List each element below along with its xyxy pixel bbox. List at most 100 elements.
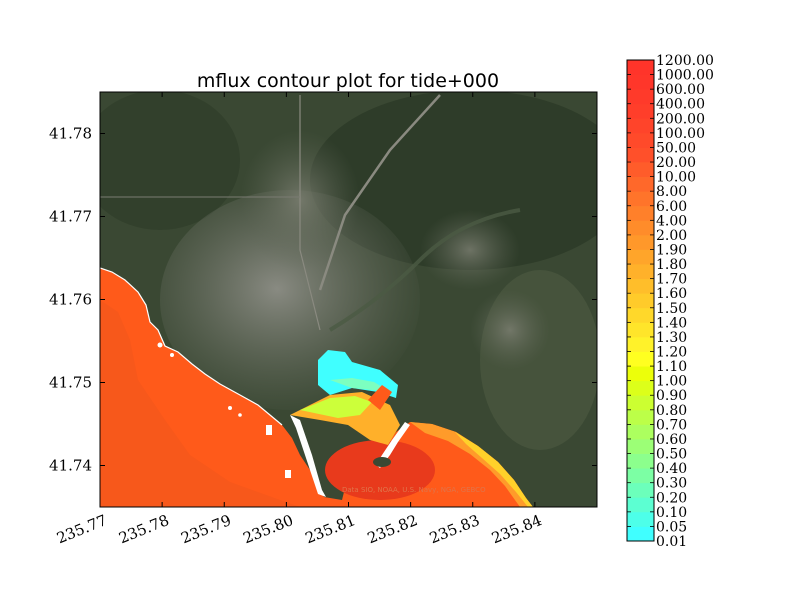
colorbar: 0.010.050.100.200.300.400.500.600.700.80… xyxy=(627,53,714,550)
urban-core xyxy=(160,190,420,410)
colorbar-band xyxy=(627,438,654,454)
colorbar-band xyxy=(627,60,654,75)
colorbar-label: 400.00 xyxy=(656,97,705,113)
colorbar-label: 600.00 xyxy=(656,82,705,98)
colorbar-band xyxy=(627,147,654,163)
colorbar-label: 1000.00 xyxy=(656,68,714,84)
colorbar-band xyxy=(627,132,654,148)
colorbar-label: 0.01 xyxy=(656,534,687,550)
colorbar-band xyxy=(627,380,654,396)
road xyxy=(299,95,321,331)
colorbar-label: 0.10 xyxy=(656,505,687,521)
colorbar-label: 1.40 xyxy=(656,315,687,331)
island xyxy=(373,457,391,467)
colorbar-label: 4.00 xyxy=(656,213,687,229)
colorbar-label: 0.30 xyxy=(656,476,687,492)
rock-outcrop xyxy=(157,342,163,348)
colorbar-band xyxy=(627,395,654,411)
colorbar-band xyxy=(627,118,654,134)
colorbar-label: 6.00 xyxy=(656,199,687,215)
y-axis: 41.74 41.75 41.76 41.77 41.78 xyxy=(49,125,597,475)
x-tick-label: 235.77 xyxy=(54,511,109,547)
map-credit: Data SIO, NOAA, U.S. Navy, NGA, GEBCO xyxy=(342,486,486,494)
colorbar-band xyxy=(627,482,654,498)
forest-dark-west xyxy=(100,92,240,230)
colorbar-band xyxy=(627,336,654,352)
x-tick-label: 235.81 xyxy=(303,511,358,547)
colorbar-band xyxy=(627,293,654,309)
colorbar-band xyxy=(627,322,654,338)
y-tick-label: 41.78 xyxy=(49,125,92,143)
colorbar-label: 0.50 xyxy=(656,447,687,463)
colorbar-label: 2.00 xyxy=(656,228,687,244)
harbor-cyan-mid xyxy=(330,378,390,392)
colorbar-label: 0.40 xyxy=(656,461,687,477)
colorbar-label: 0.60 xyxy=(656,432,687,448)
colorbar-band xyxy=(627,366,654,382)
jetty xyxy=(290,415,326,497)
colorbar-label: 50.00 xyxy=(656,140,696,156)
colorbar-label: 100.00 xyxy=(656,126,705,142)
urban-east xyxy=(470,290,550,370)
colorbar-label: 10.00 xyxy=(656,170,696,186)
y-tick-label: 41.76 xyxy=(49,291,92,309)
colorbar-label: 1.00 xyxy=(656,374,687,390)
colorbar-band xyxy=(627,264,654,280)
colorbar-label: 1.60 xyxy=(656,286,687,302)
colorbar-band xyxy=(627,278,654,294)
breakwater xyxy=(376,422,410,468)
shoreline-low xyxy=(455,432,533,507)
chart-title: mflux contour plot for tide+000 xyxy=(197,70,499,92)
shoreline-gradient xyxy=(410,422,533,507)
colorbar-band xyxy=(627,205,654,221)
colorbar-label: 0.20 xyxy=(656,490,687,506)
colorbar-band xyxy=(627,424,654,440)
map-area: Data SIO, NOAA, U.S. Navy, NGA, GEBCO xyxy=(100,92,597,507)
x-tick-label: 235.79 xyxy=(178,511,233,547)
rock-outcrop xyxy=(228,406,232,410)
colorbar-band xyxy=(627,307,654,323)
colorbar-label: 0.80 xyxy=(656,403,687,419)
colorbar-frame xyxy=(626,59,655,542)
colorbar-label: 1.10 xyxy=(656,359,687,375)
x-tick-label: 235.82 xyxy=(365,511,420,547)
rock-outcrop xyxy=(285,470,291,478)
x-tick-label: 235.80 xyxy=(240,511,295,547)
ocean-flux-region xyxy=(100,268,533,507)
x-tick-label: 235.84 xyxy=(489,511,544,547)
colorbar-band xyxy=(627,191,654,207)
colorbar-label: 0.90 xyxy=(656,388,687,404)
river xyxy=(328,208,521,332)
colorbar-band xyxy=(627,526,654,542)
colorbar-label: 1.30 xyxy=(656,330,687,346)
colorbar-label: 1200.00 xyxy=(656,53,714,69)
colorbar-label: 0.05 xyxy=(656,519,687,535)
colorbar-band xyxy=(627,453,654,469)
pier xyxy=(368,385,392,410)
colorbar-band xyxy=(627,234,654,250)
colorbar-band xyxy=(627,409,654,425)
colorbar-band xyxy=(627,468,654,484)
colorbar-label: 1.70 xyxy=(656,272,687,288)
colorbar-band xyxy=(627,351,654,367)
coastline xyxy=(100,267,283,426)
colorbar-label: 200.00 xyxy=(656,111,705,127)
harbor-inner xyxy=(300,396,372,418)
x-tick-label: 235.78 xyxy=(116,511,171,547)
colorbar-band xyxy=(627,176,654,192)
colorbar-band xyxy=(627,74,654,90)
x-tick-label: 235.83 xyxy=(427,511,482,547)
colorbar-label: 1.80 xyxy=(656,257,687,273)
colorbar-label: 1.50 xyxy=(656,301,687,317)
colorbar-band xyxy=(627,162,654,178)
colorbar-band xyxy=(627,220,654,236)
colorbar-band xyxy=(627,103,654,119)
rock-outcrop xyxy=(170,353,174,357)
colorbar-label: 0.70 xyxy=(656,417,687,433)
colorbar-label: 1.90 xyxy=(656,242,687,258)
colorbar-band xyxy=(627,511,654,527)
y-tick-label: 41.77 xyxy=(49,208,92,226)
colorbar-label: 20.00 xyxy=(656,155,696,171)
highway xyxy=(318,94,441,291)
